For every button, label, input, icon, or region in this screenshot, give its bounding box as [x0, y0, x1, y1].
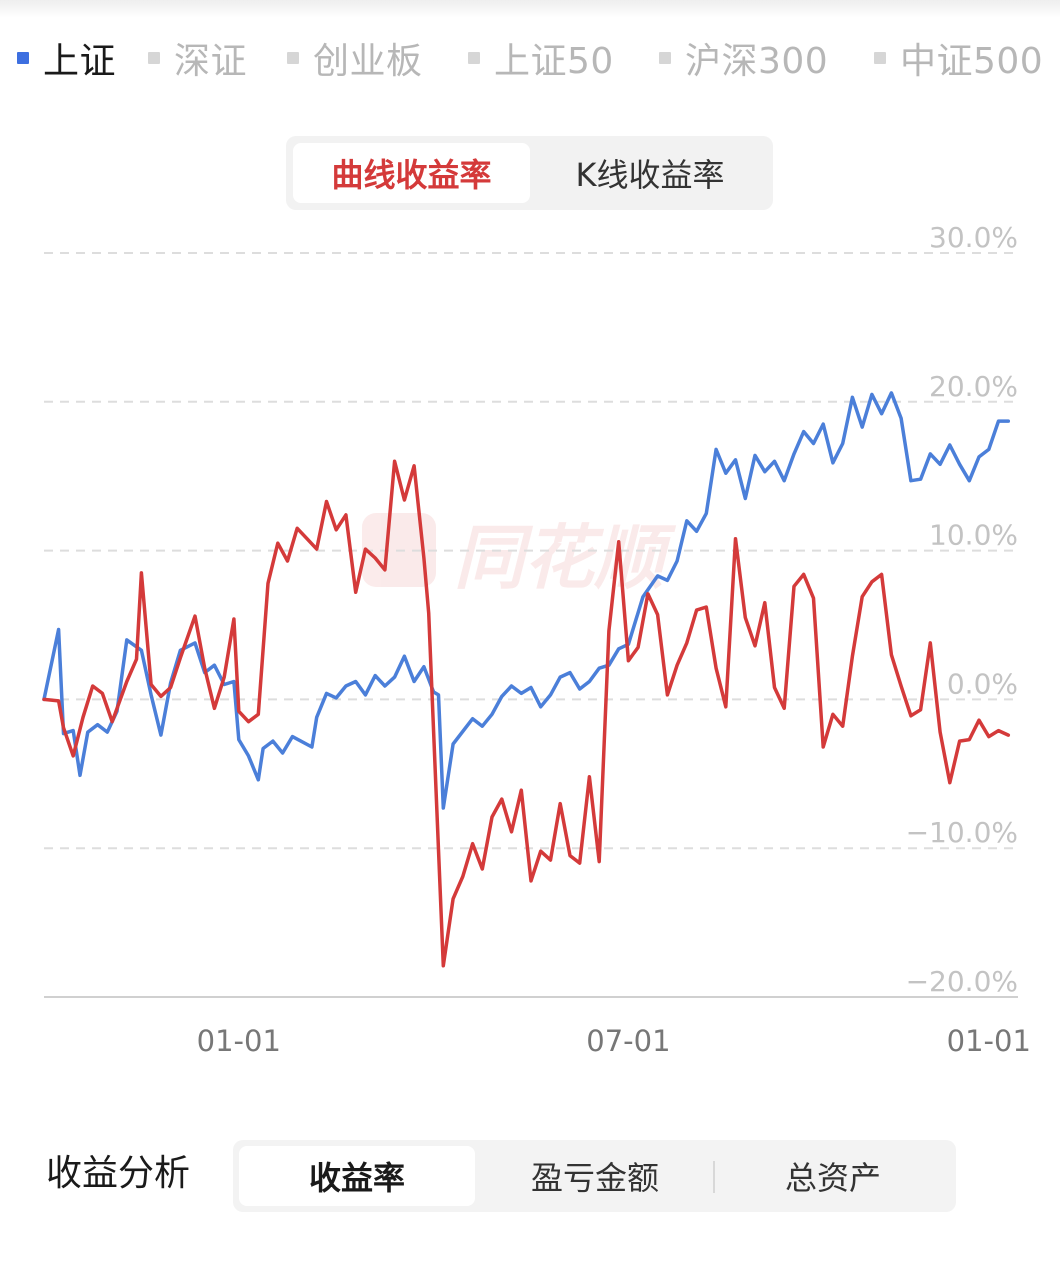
legend-marker-icon — [874, 52, 886, 64]
watermark: 同花顺 — [362, 513, 677, 599]
tab-total-assets[interactable]: 总资产 — [784, 1159, 881, 1197]
y-tick-label: 20.0% — [929, 370, 1018, 403]
legend-item-chuangyeban[interactable]: 创业板 — [287, 30, 423, 86]
yield-mode-toggle: 曲线收益率 K线收益率 — [286, 136, 773, 210]
analysis-title: 收益分析 — [46, 1153, 191, 1194]
legend-label: 上证 — [43, 41, 117, 82]
legend-item-hs300[interactable]: 沪深300 — [659, 30, 828, 86]
legend-marker-icon — [468, 52, 480, 64]
kline-yield-tab[interactable]: K线收益率 — [575, 156, 725, 194]
tab-yield[interactable]: 收益率 — [239, 1146, 475, 1206]
benchmark-series-line — [42, 391, 1011, 810]
y-tick-label: −10.0% — [906, 816, 1018, 849]
legend-label: 上证50 — [494, 41, 614, 82]
yield-chart: 同花顺 30.0% 20.0% 10.0% 0.0% −10.0% −20.0% 01-0… — [42, 221, 1031, 1058]
legend-label: 中证500 — [900, 41, 1044, 82]
legend-marker-icon — [287, 52, 299, 64]
legend-label: 沪深300 — [685, 41, 829, 82]
tab-pnl[interactable]: 盈亏金额 — [530, 1159, 659, 1197]
legend-item-shangzheng[interactable]: 上证 — [17, 30, 116, 86]
analysis-tabs: 收益率 盈亏金额 总资产 — [233, 1140, 956, 1212]
legend-marker-icon — [659, 52, 671, 64]
y-tick-label: 30.0% — [929, 221, 1018, 254]
curve-yield-tab[interactable]: 曲线收益率 — [293, 143, 530, 203]
legend-item-sz50[interactable]: 上证50 — [468, 30, 614, 86]
legend-item-shenzheng[interactable]: 深证 — [148, 30, 247, 86]
x-tick-label: 01-01 — [197, 1024, 281, 1058]
legend-item-zz500[interactable]: 中证500 — [874, 30, 1043, 86]
legend-marker-icon — [17, 52, 29, 64]
legend-label: 深证 — [174, 41, 248, 82]
legend-label: 创业板 — [313, 41, 423, 82]
tab-divider — [713, 1161, 715, 1193]
watermark-text: 同花顺 — [454, 517, 677, 599]
top-fade — [0, 0, 1060, 18]
y-tick-label: 0.0% — [947, 667, 1018, 700]
x-tick-label: 01-01 — [947, 1024, 1031, 1058]
legend-marker-icon — [148, 52, 160, 64]
legend: 上证 深证 创业板 上证50 沪深300 中证500 — [0, 30, 1060, 86]
y-tick-label: 10.0% — [929, 519, 1018, 552]
y-tick-label: −20.0% — [906, 965, 1018, 998]
account-series-line — [42, 459, 1011, 968]
x-tick-label: 07-01 — [586, 1024, 670, 1058]
